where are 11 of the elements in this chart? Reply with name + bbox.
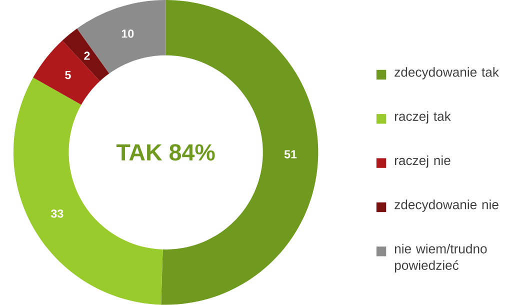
data-label: 33 — [50, 210, 64, 218]
data-label: 2 — [84, 52, 90, 60]
legend-label: raczej nie — [394, 156, 450, 168]
legend-label: zdecydowanie nie — [394, 200, 498, 212]
legend-label: nie wiem/trudno powiedzieć — [394, 244, 487, 273]
text: TAK 84% — [116, 144, 215, 161]
legend-label: raczej tak — [394, 111, 451, 124]
data-label: 5 — [65, 71, 71, 80]
data-label: 10 — [122, 30, 134, 38]
legend-label: zdecydowanie tak — [394, 67, 499, 80]
data-label: 51 — [284, 150, 297, 159]
